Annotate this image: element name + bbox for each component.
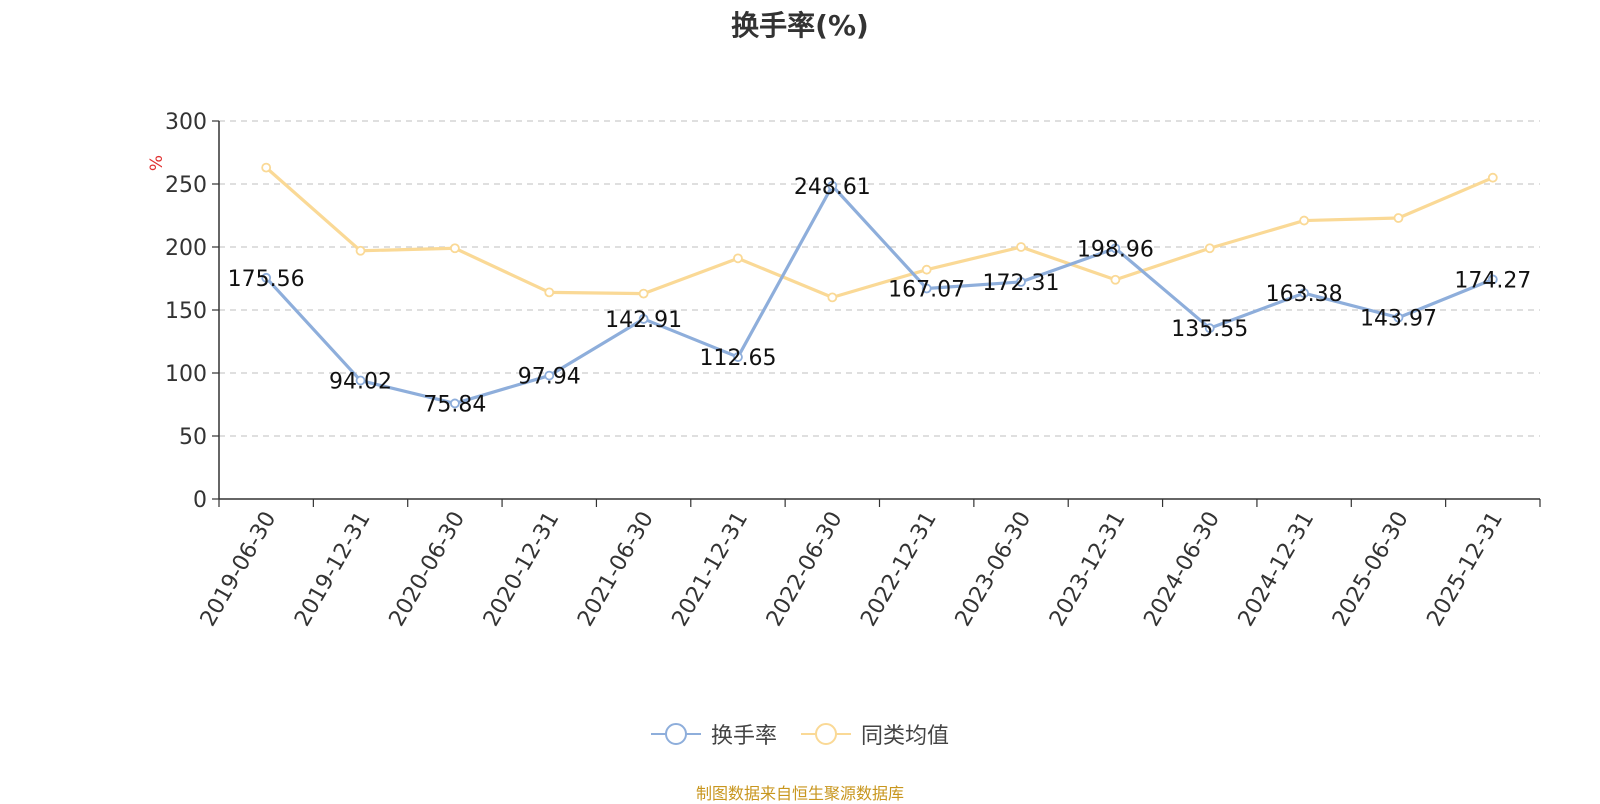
data-point-turnover: [1393, 312, 1404, 323]
data-point-turnover: [827, 180, 838, 191]
source-note: 制图数据来自恒生聚源数据库: [695, 784, 904, 803]
legend-label-turnover: 换手率: [710, 724, 777, 749]
x-tick-label: 2024-12-31: [1234, 508, 1320, 631]
x-tick-label: 2021-06-30: [573, 508, 659, 631]
x-tick-label: 2025-12-31: [1422, 508, 1508, 631]
data-point-turnover: [1487, 274, 1498, 285]
x-tick-label: 2021-12-31: [668, 508, 754, 631]
legend-item-turnover[interactable]: 换手率: [650, 718, 777, 750]
y-tick-label: 50: [179, 425, 207, 450]
data-point-peer-average: [355, 245, 366, 256]
data-point-peer-average: [1487, 172, 1498, 183]
data-point-peer-average: [1110, 274, 1121, 285]
data-point-peer-average: [261, 162, 272, 173]
data-point-turnover: [638, 314, 649, 324]
x-tick-label: 2024-06-30: [1139, 508, 1225, 631]
legend-item-peer-average[interactable]: 同类均值: [801, 718, 949, 750]
data-point-turnover: [1299, 288, 1310, 299]
legend-swatch-peer-average: [801, 723, 851, 745]
data-point-turnover: [1110, 243, 1121, 254]
data-point-turnover: [1204, 323, 1215, 334]
data-point-peer-average: [638, 288, 649, 299]
data-point-turnover: [355, 375, 366, 386]
data-label: 135.55: [1171, 317, 1248, 342]
grid-layer: [219, 120, 1540, 437]
data-label: 112.65: [699, 346, 776, 371]
y-tick-label: 100: [165, 362, 207, 387]
data-label: 198.96: [1077, 237, 1154, 262]
legend-swatch-turnover: [650, 723, 701, 745]
data-point-peer-average: [1393, 213, 1404, 223]
y-axis-unit-label: %: [147, 155, 167, 171]
data-label: 75.84: [423, 392, 486, 417]
data-label: 97.94: [518, 365, 581, 390]
data-point-turnover: [921, 283, 932, 294]
data-point-peer-average: [1299, 215, 1310, 226]
data-point-peer-average: [449, 243, 460, 254]
data-point-peer-average: [921, 264, 932, 275]
data-point-turnover: [261, 272, 272, 283]
x-tick-label: 2022-06-30: [762, 508, 848, 631]
data-label: 172.31: [983, 271, 1060, 296]
data-label-layer: 175.56 94.02 75.84 97.94 142.91 112.65 248.61 1…: [228, 175, 1532, 418]
legend: 换手率 同类均值: [0, 718, 1600, 750]
x-tick-label: 2019-06-30: [196, 508, 282, 631]
data-label: 167.07: [888, 277, 965, 302]
data-label: 248.61: [794, 175, 871, 200]
y-tick-label: 0: [193, 488, 207, 513]
data-point-peer-average: [1016, 242, 1026, 252]
data-label: 174.27: [1454, 268, 1531, 293]
data-point-peer-average: [733, 253, 743, 264]
data-point-turnover: [449, 398, 460, 409]
data-label: 94.02: [329, 370, 392, 395]
series-layer: [261, 162, 1498, 409]
y-tick-label: 200: [165, 236, 207, 261]
y-tick-label: 150: [165, 299, 207, 324]
data-point-peer-average: [827, 292, 838, 303]
x-tick-label: 2019-12-31: [290, 508, 376, 631]
data-label: 142.91: [605, 308, 682, 333]
data-point-turnover: [1016, 276, 1026, 287]
y-tick-label: 250: [165, 173, 207, 198]
y-tick-label: 300: [165, 110, 207, 135]
x-tick-label: 2023-12-31: [1045, 508, 1131, 631]
data-point-peer-average: [544, 287, 555, 298]
data-point-turnover: [733, 352, 743, 362]
chart-title: 换手率(%): [731, 9, 869, 42]
series-line-turnover: [264, 184, 1495, 406]
x-tick-label: 2022-12-31: [856, 508, 942, 631]
data-label: 163.38: [1266, 282, 1343, 307]
x-tick-label: 2020-12-31: [479, 508, 565, 631]
series-line-peer-average: [264, 166, 1495, 299]
x-tick-label: 2025-06-30: [1328, 508, 1414, 631]
data-point-peer-average: [1204, 243, 1215, 254]
data-label: 175.56: [228, 267, 305, 292]
data-point-turnover: [544, 370, 555, 381]
x-tick-label: 2020-06-30: [385, 508, 471, 631]
x-tick-label: 2023-06-30: [951, 508, 1037, 631]
legend-label-peer-average: 同类均值: [861, 724, 950, 749]
data-label: 143.97: [1360, 307, 1437, 332]
